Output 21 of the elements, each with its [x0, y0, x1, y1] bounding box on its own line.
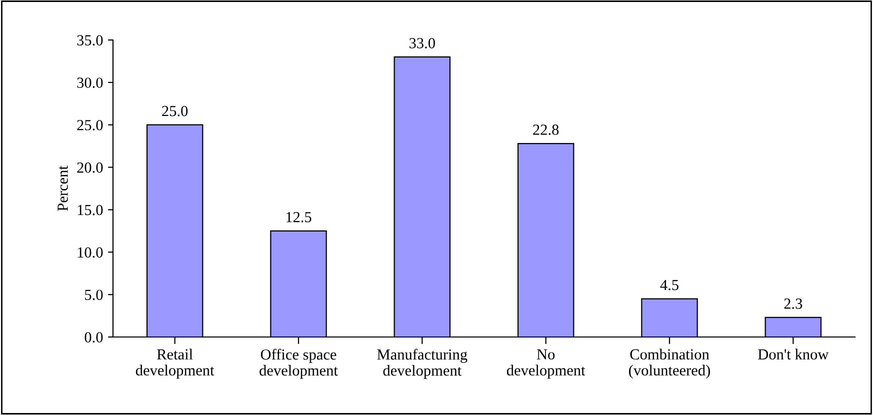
y-tick-label: 15.0 — [78, 204, 103, 216]
data-label: 33.0 — [410, 38, 435, 48]
data-label: 4.5 — [660, 280, 678, 290]
x-tick-label: Retail development — [136, 348, 214, 379]
x-tick-label: Office space development — [260, 348, 338, 379]
data-label: 25.0 — [162, 106, 188, 116]
y-tick-label: 25.0 — [77, 120, 103, 130]
x-tick-label: No development — [506, 349, 586, 379]
y-tick-label: 35.0 — [77, 35, 103, 46]
y-tick-label: 10.0 — [78, 247, 103, 258]
x-tick-label: Combination (volunteered) — [629, 348, 710, 379]
x-tick-label: Manufacturing development — [377, 348, 468, 379]
y-tick-label: 5.0 — [85, 290, 103, 300]
y-axis-title: Percent — [58, 166, 68, 211]
y-tick-label: 0.0 — [84, 332, 103, 343]
y-tick-label: 30.0 — [77, 78, 103, 88]
x-tick-label: Don't know — [758, 348, 829, 360]
y-tick-label: 20.0 — [77, 162, 103, 173]
data-label: 12.5 — [286, 212, 312, 222]
data-label: 22.8 — [533, 124, 559, 135]
data-label: 2.3 — [784, 298, 802, 309]
